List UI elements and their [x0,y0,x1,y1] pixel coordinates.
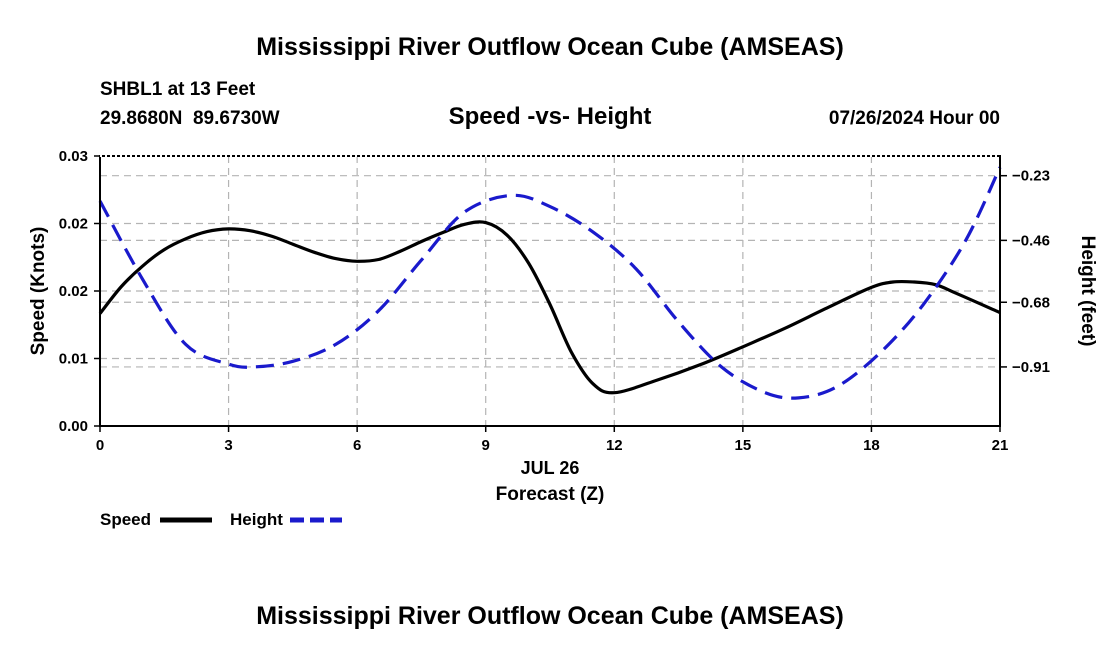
coords-label: 29.8680N 89.6730W [100,108,280,129]
axes: 0 3 6 9 12 15 18 21 0.00 0.01 0.02 0.02 0.03 −0.91 −0.… [59,148,1050,454]
y2-axis-label: Height (feet) [1077,236,1098,347]
y2-tick-label: −0.23 [1012,168,1050,185]
x-tick-label: 0 [96,437,104,454]
x-sublabel: JUL 26 [521,458,580,478]
y-tick-label: 0.01 [59,351,88,368]
y2-tick-label: −0.91 [1012,359,1050,376]
y-tick-label: 0.03 [59,148,88,165]
x-tick-label: 6 [353,437,361,454]
legend-speed-label: Speed [100,510,151,529]
y-tick-label: 0.02 [59,283,88,300]
plot-title: Speed -vs- Height [449,103,652,130]
footer-title: Mississippi River Outflow Ocean Cube (AM… [256,602,844,630]
legend: Speed Height [100,510,342,529]
y-tick-label: 0.00 [59,418,88,435]
x-tick-label: 12 [606,437,623,454]
legend-height-label: Height [230,510,283,529]
x-axis-label: Forecast (Z) [496,484,605,505]
y-tick-label: 0.02 [59,216,88,233]
y-axis-label: Speed (Knots) [28,227,49,356]
series-line-height [98,166,1002,400]
datetime-label: 07/26/2024 Hour 00 [829,108,1000,129]
x-tick-label: 9 [482,437,490,454]
y2-tick-label: −0.46 [1012,232,1050,249]
x-tick-label: 3 [224,437,232,454]
x-tick-label: 15 [735,437,752,454]
series-lines [98,166,1002,400]
grid [100,156,1000,426]
page-title: Mississippi River Outflow Ocean Cube (AM… [256,33,844,61]
series-line-speed [98,220,1001,395]
x-tick-label: 18 [863,437,880,454]
station-label: SHBL1 at 13 Feet [100,79,256,100]
y2-tick-label: −0.68 [1012,294,1050,311]
x-tick-label: 21 [992,437,1009,454]
